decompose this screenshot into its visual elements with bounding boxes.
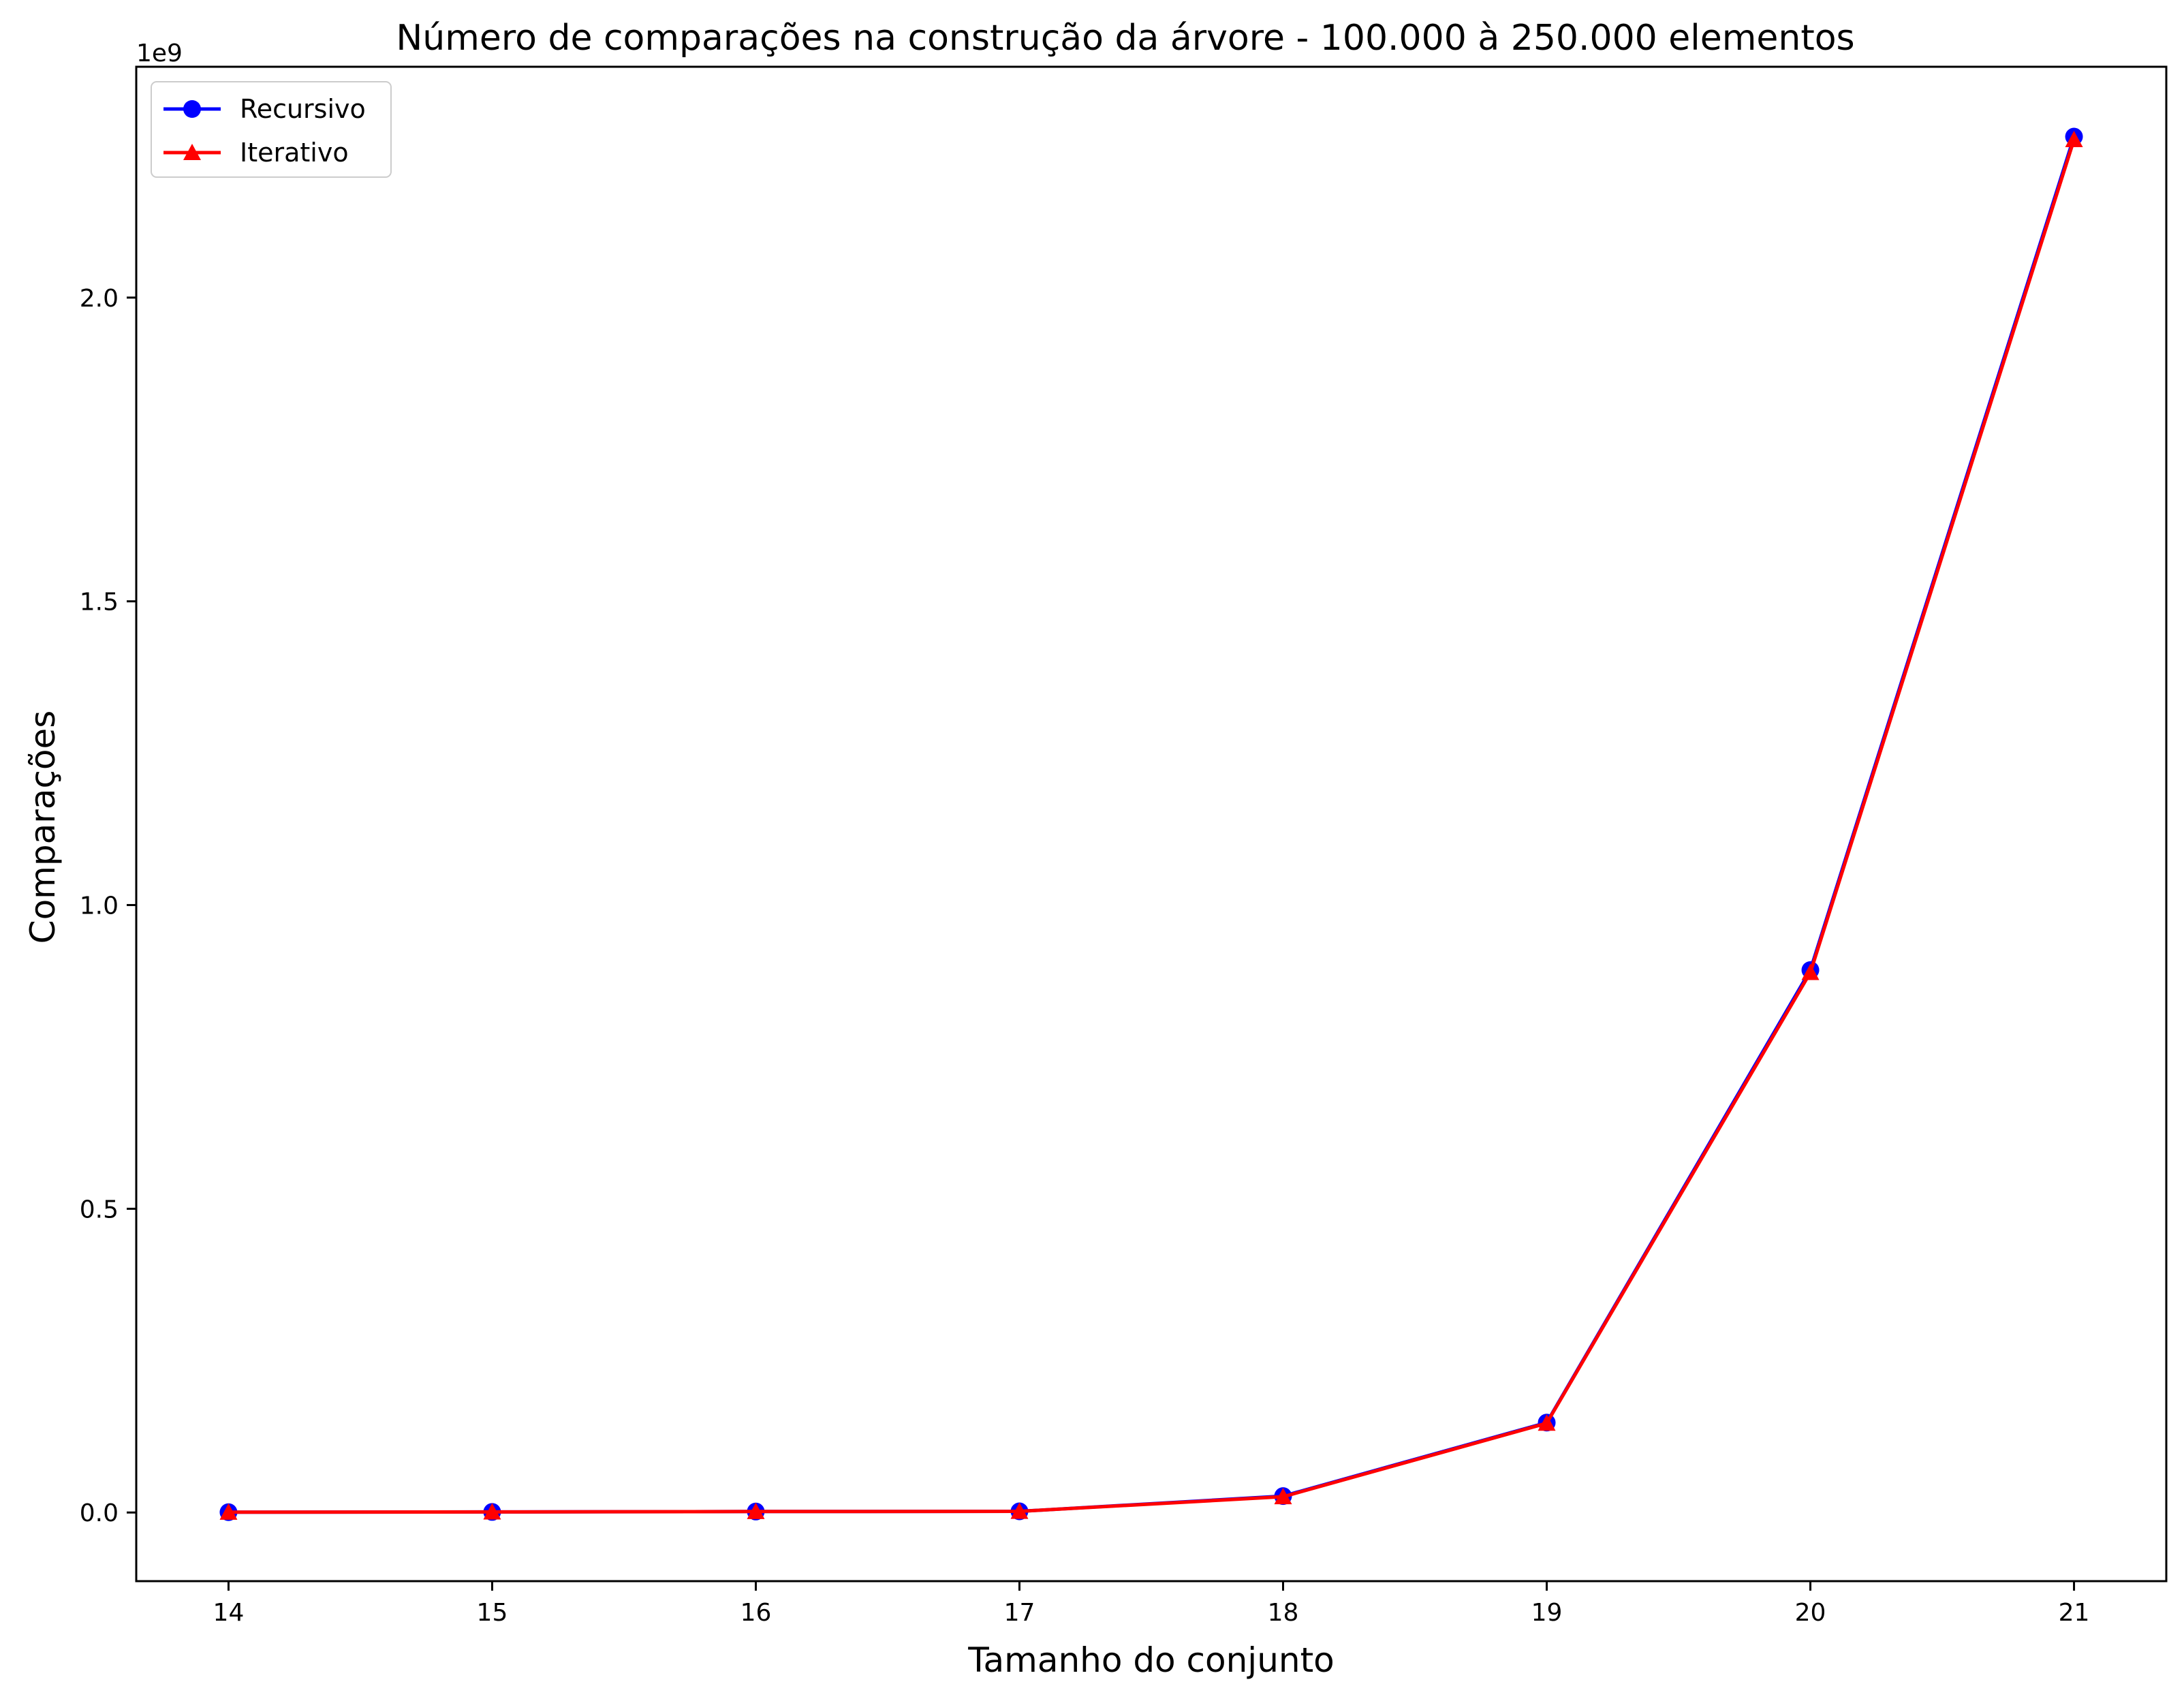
- legend-label-iterativo: Iterativo: [240, 138, 349, 168]
- x-tick-label: 20: [1795, 1599, 1826, 1627]
- y-tick-label: 0.5: [80, 1196, 119, 1223]
- y-tick-label: 1.5: [80, 589, 119, 617]
- x-tick-label: 14: [213, 1599, 245, 1627]
- legend-marker-iterativo: [183, 144, 201, 161]
- x-tick-label: 19: [1531, 1599, 1563, 1627]
- data-point-iterativo: [2065, 131, 2083, 148]
- data-point-iterativo: [483, 1503, 501, 1520]
- plot-area: [219, 127, 2083, 1521]
- y-tick-label: 2.0: [80, 285, 119, 313]
- axis-ticks: 14 15 16 17 18 19 20 21 0.0 0.5 1.0 1.5 2.0: [80, 285, 2090, 1627]
- data-point-iterativo: [747, 1502, 765, 1519]
- series-iterativo: [219, 131, 2083, 1520]
- x-tick-label: 21: [2059, 1599, 2090, 1627]
- y-offset-label: 1e9: [136, 40, 183, 67]
- data-point-iterativo: [1801, 963, 1820, 980]
- data-point-iterativo: [219, 1503, 238, 1520]
- y-tick-label: 1.0: [80, 892, 119, 920]
- legend-label-recursivo: Recursivo: [240, 94, 366, 124]
- x-tick-label: 18: [1268, 1599, 1299, 1627]
- data-point-iterativo: [1538, 1414, 1556, 1431]
- y-axis-label: Comparações: [23, 711, 63, 944]
- data-point-iterativo: [1274, 1488, 1292, 1505]
- series-line-iterativo: [228, 139, 2076, 1514]
- chart-title: Número de comparações na construção da á…: [396, 18, 1854, 59]
- legend: Recursivo Iterativo: [151, 81, 392, 178]
- y-tick-label: 0.0: [80, 1499, 119, 1527]
- x-tick-label: 15: [477, 1599, 508, 1627]
- x-axis-label: Tamanho do conjunto: [967, 1640, 1335, 1680]
- x-tick-label: 16: [740, 1599, 772, 1627]
- legend-marker-recursivo: [183, 100, 201, 118]
- data-point-iterativo: [1010, 1502, 1029, 1519]
- plot-frame: [135, 65, 2168, 1583]
- x-tick-label: 17: [1004, 1599, 1035, 1627]
